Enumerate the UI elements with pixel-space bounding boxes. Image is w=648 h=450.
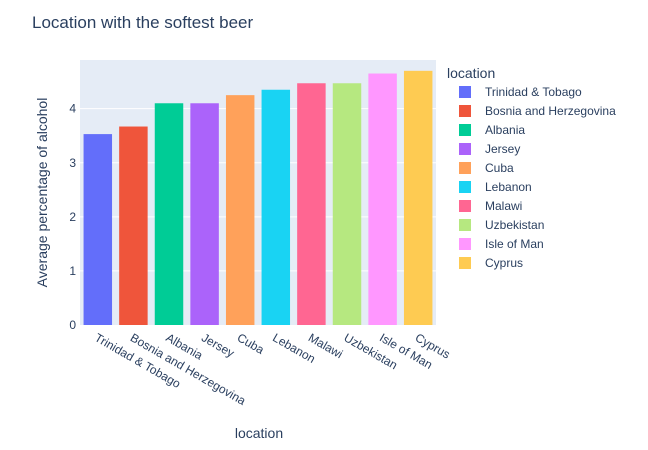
legend-swatch[interactable] xyxy=(459,143,471,155)
legend-swatch[interactable] xyxy=(459,200,471,212)
legend-swatch[interactable] xyxy=(459,86,471,98)
x-tick-label: Cuba xyxy=(235,330,267,357)
chart-title: Location with the softest beer xyxy=(32,13,253,32)
bar[interactable] xyxy=(225,95,255,325)
y-axis-title: Average percentage of alcohol xyxy=(34,98,50,288)
legend-swatch[interactable] xyxy=(459,238,471,250)
legend-item-label[interactable]: Cuba xyxy=(485,161,514,175)
legend-swatch[interactable] xyxy=(459,257,471,269)
legend-item-label[interactable]: Albania xyxy=(485,123,525,137)
bar[interactable] xyxy=(403,70,433,325)
bar[interactable] xyxy=(154,103,184,325)
legend-item-label[interactable]: Malawi xyxy=(485,199,522,213)
bars xyxy=(83,70,433,326)
y-axis-ticks: 0 1 2 3 4 xyxy=(69,102,76,332)
legend-swatch[interactable] xyxy=(459,124,471,136)
y-tick-label: 1 xyxy=(69,264,76,278)
legend-swatch[interactable] xyxy=(459,181,471,193)
x-tick-label: Jersey xyxy=(199,330,237,360)
bar[interactable] xyxy=(119,126,148,325)
legend-item-label[interactable]: Bosnia and Herzegovina xyxy=(485,104,616,118)
y-tick-label: 3 xyxy=(69,156,76,170)
legend-swatch[interactable] xyxy=(459,105,471,117)
legend-item-label[interactable]: Lebanon xyxy=(485,180,532,194)
legend[interactable]: Trinidad & Tobago Bosnia and Herzegovina A… xyxy=(459,85,616,270)
legend-item-label[interactable]: Uzbekistan xyxy=(485,218,544,232)
x-axis-title: location xyxy=(235,425,283,441)
y-tick-label: 4 xyxy=(69,102,76,116)
bar[interactable] xyxy=(332,83,362,326)
legend-item-label[interactable]: Trinidad & Tobago xyxy=(485,85,582,99)
bar[interactable] xyxy=(297,83,326,326)
legend-swatch[interactable] xyxy=(459,162,471,174)
legend-swatch[interactable] xyxy=(459,219,471,231)
legend-item-label[interactable]: Isle of Man xyxy=(485,237,544,251)
y-tick-label: 0 xyxy=(69,318,76,332)
bar[interactable] xyxy=(261,89,291,325)
legend-title: location xyxy=(447,65,495,81)
legend-item-label[interactable]: Cyprus xyxy=(485,256,523,270)
legend-item-label[interactable]: Jersey xyxy=(485,142,520,156)
bar[interactable] xyxy=(83,134,113,325)
bar[interactable] xyxy=(190,103,219,325)
bar[interactable] xyxy=(368,73,397,325)
y-tick-label: 2 xyxy=(69,210,76,224)
